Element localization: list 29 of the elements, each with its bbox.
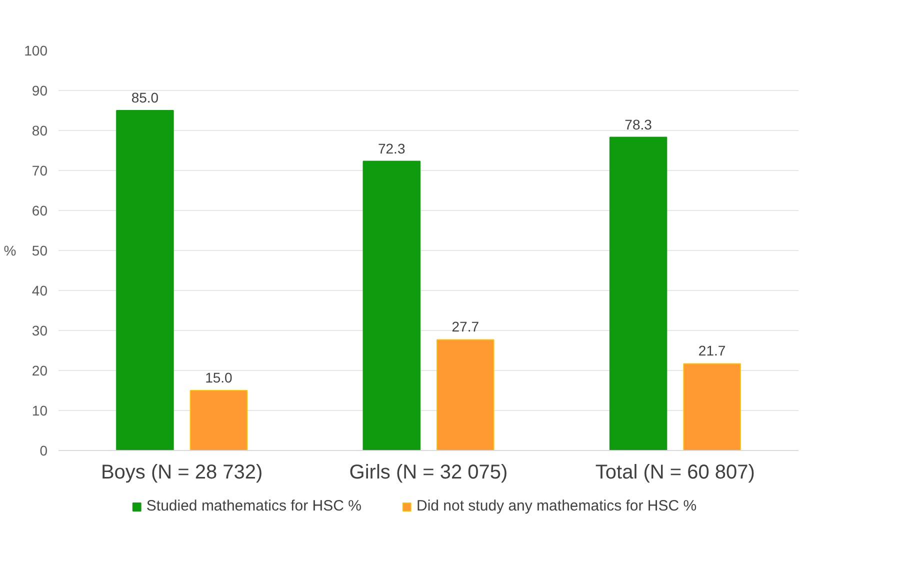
data-label: 72.3 xyxy=(378,140,406,156)
data-label: 27.7 xyxy=(452,318,480,335)
y-tick-label: 70 xyxy=(32,162,48,178)
y-tick-label: 30 xyxy=(32,322,48,338)
y-tick-label: 0 xyxy=(40,442,48,458)
y-tick-label: 20 xyxy=(32,362,48,378)
y-tick-label: 80 xyxy=(32,122,48,138)
y-axis-title: % xyxy=(4,242,16,258)
y-tick-label: 60 xyxy=(32,202,48,218)
data-label: 15.0 xyxy=(205,370,233,386)
y-tick-label: 90 xyxy=(32,82,48,98)
bar xyxy=(609,136,668,450)
x-tick-label: Boys (N = 28 732) xyxy=(100,462,263,484)
bar xyxy=(683,363,741,450)
x-tick-label: Total (N = 60 807) xyxy=(595,462,755,484)
legend-label: Did not study any mathematics for HSC % xyxy=(416,498,697,514)
bar xyxy=(362,160,420,450)
y-tick-label: 100 xyxy=(24,42,48,58)
x-tick-label: Girls (N = 32 075) xyxy=(349,462,508,484)
bar xyxy=(436,339,494,450)
y-tick-label: 40 xyxy=(32,282,48,298)
data-label: 85.0 xyxy=(131,90,159,106)
y-tick-label: 10 xyxy=(32,402,48,418)
data-label: 78.3 xyxy=(624,116,652,132)
data-label: 21.7 xyxy=(698,342,726,359)
legend-label: Studied mathematics for HSC % xyxy=(146,498,362,514)
y-tick-label: 50 xyxy=(32,242,48,258)
bar xyxy=(190,390,248,450)
bar xyxy=(116,110,174,450)
